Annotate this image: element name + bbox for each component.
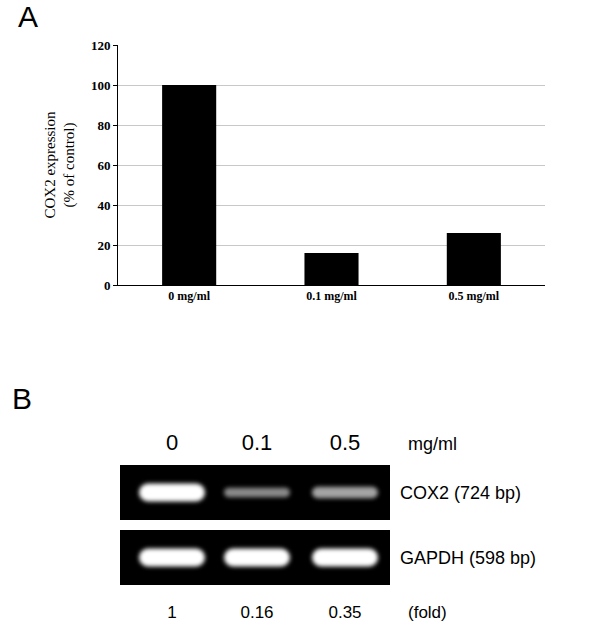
svg-text:0.5: 0.5 bbox=[330, 430, 361, 455]
svg-text:COX2 expression(% of control): COX2 expression(% of control) bbox=[42, 111, 79, 219]
svg-text:0.35: 0.35 bbox=[328, 603, 361, 622]
svg-text:100: 100 bbox=[91, 78, 111, 93]
svg-text:20: 20 bbox=[97, 238, 110, 253]
svg-text:60: 60 bbox=[97, 158, 110, 173]
svg-text:0.1 mg/ml: 0.1 mg/ml bbox=[306, 289, 357, 303]
svg-text:COX2 (724 bp): COX2 (724 bp) bbox=[400, 483, 521, 503]
svg-text:0.16: 0.16 bbox=[240, 603, 273, 622]
svg-text:0.5 mg/ml: 0.5 mg/ml bbox=[448, 289, 499, 303]
svg-text:120: 120 bbox=[91, 38, 111, 53]
svg-text:(fold): (fold) bbox=[408, 603, 447, 622]
svg-text:0.1: 0.1 bbox=[242, 430, 273, 455]
svg-text:80: 80 bbox=[97, 118, 110, 133]
svg-text:40: 40 bbox=[97, 198, 110, 213]
svg-text:GAPDH (598 bp): GAPDH (598 bp) bbox=[400, 548, 536, 568]
svg-text:1: 1 bbox=[167, 603, 176, 622]
html-text:B: B bbox=[12, 382, 32, 415]
svg-text:0 mg/ml: 0 mg/ml bbox=[168, 289, 210, 303]
svg-text:mg/ml: mg/ml bbox=[408, 434, 457, 454]
html-text:A: A bbox=[18, 0, 38, 33]
svg-text:0: 0 bbox=[166, 430, 178, 455]
svg-text:0: 0 bbox=[104, 278, 111, 293]
